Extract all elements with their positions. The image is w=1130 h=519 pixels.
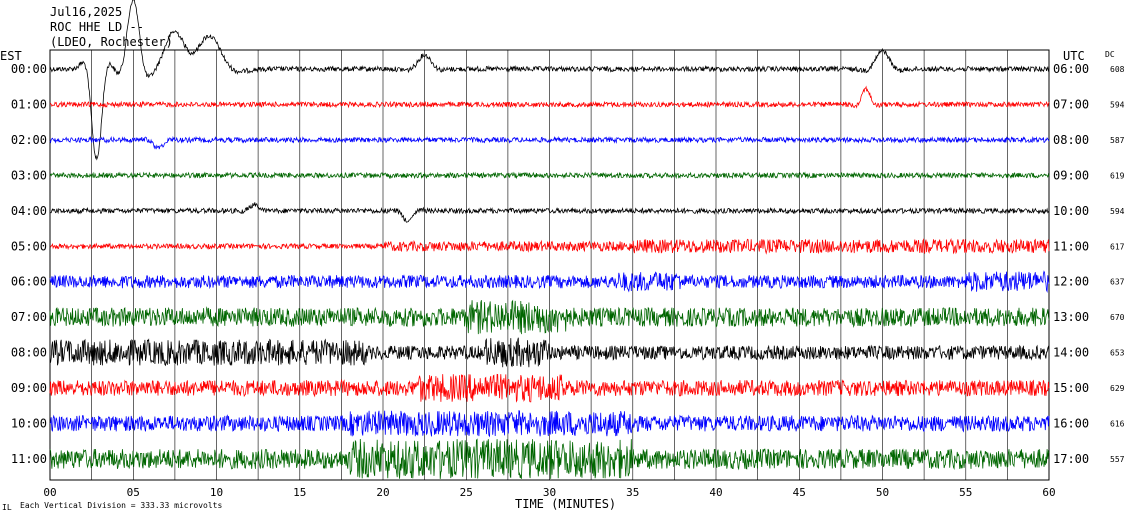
est-time-label: 00:00 bbox=[11, 62, 47, 76]
dc-value-label: 629 bbox=[1110, 384, 1125, 393]
dc-value-label: 557 bbox=[1110, 455, 1125, 464]
est-time-label: 05:00 bbox=[11, 239, 47, 253]
trace-line bbox=[49, 410, 1050, 438]
footer-mark: IL bbox=[2, 503, 12, 512]
est-time-label: 07:00 bbox=[11, 310, 47, 324]
est-time-label: 10:00 bbox=[11, 417, 47, 431]
x-tick-label: 35 bbox=[626, 486, 639, 499]
x-tick-label: 25 bbox=[460, 486, 473, 499]
x-tick-labels: 00 05 10 15 20 25 30 35 40 45 50 55 60 bbox=[43, 486, 1055, 499]
dc-value-label: 653 bbox=[1110, 349, 1125, 358]
trace-line bbox=[49, 85, 1050, 109]
trace-line bbox=[49, 337, 1050, 368]
dc-value-label: 608 bbox=[1110, 65, 1125, 74]
x-tick-label: 45 bbox=[793, 486, 806, 499]
date-label: Jul16,2025 bbox=[50, 5, 122, 19]
utc-time-label: 14:00 bbox=[1053, 346, 1089, 360]
station-label: ROC HHE LD -- bbox=[50, 20, 144, 34]
est-time-label: 11:00 bbox=[11, 452, 47, 466]
plot-frame bbox=[49, 49, 1050, 481]
plot-grid bbox=[91, 50, 1008, 480]
dc-value-label: 587 bbox=[1110, 136, 1125, 145]
x-tick-label: 30 bbox=[543, 486, 556, 499]
x-tick-label: 55 bbox=[959, 486, 972, 499]
trace-line bbox=[49, 0, 1050, 161]
x-axis-title: TIME (MINUTES) bbox=[515, 497, 616, 511]
est-time-label: 06:00 bbox=[11, 275, 47, 289]
trace-group bbox=[49, 0, 1050, 479]
dc-value-label: 616 bbox=[1110, 420, 1125, 429]
trace-line bbox=[49, 237, 1050, 255]
x-tick-label: 40 bbox=[709, 486, 722, 499]
trace-line bbox=[49, 373, 1050, 403]
dc-value-label: 619 bbox=[1110, 171, 1125, 180]
est-time-label: 03:00 bbox=[11, 168, 47, 182]
utc-axis-label: UTC bbox=[1063, 49, 1085, 63]
utc-time-label: 12:00 bbox=[1053, 275, 1089, 289]
utc-time-label: 06:00 bbox=[1053, 62, 1089, 76]
est-time-label: 02:00 bbox=[11, 133, 47, 147]
est-time-label: 01:00 bbox=[11, 98, 47, 112]
x-tick-label: 15 bbox=[293, 486, 306, 499]
trace-line bbox=[49, 438, 1050, 479]
trace-line bbox=[49, 202, 1050, 223]
scale-note: Each Vertical Division = 333.33 microvol… bbox=[20, 501, 222, 510]
x-tick-label: 60 bbox=[1042, 486, 1055, 499]
dc-value-label: 594 bbox=[1110, 101, 1125, 110]
x-tick-label: 20 bbox=[376, 486, 389, 499]
x-tick-label: 50 bbox=[876, 486, 889, 499]
x-tick-label: 00 bbox=[43, 486, 56, 499]
trace-line bbox=[49, 299, 1050, 335]
utc-time-label: 11:00 bbox=[1053, 239, 1089, 253]
est-time-label: 04:00 bbox=[11, 204, 47, 218]
est-time-label: 08:00 bbox=[11, 346, 47, 360]
row-labels: 00:00 06:00 608 01:00 07:00 594 02:00 08:00 587 0… bbox=[11, 62, 1125, 466]
dc-header-label: DC bbox=[1105, 50, 1115, 59]
dc-value-label: 617 bbox=[1110, 242, 1125, 251]
utc-time-label: 15:00 bbox=[1053, 381, 1089, 395]
dc-value-label: 670 bbox=[1110, 313, 1125, 322]
x-tick-label: 05 bbox=[127, 486, 140, 499]
utc-time-label: 09:00 bbox=[1053, 168, 1089, 182]
trace-line bbox=[49, 135, 1050, 150]
dc-value-label: 594 bbox=[1110, 207, 1125, 216]
est-axis-label: EST bbox=[0, 49, 22, 63]
trace-line bbox=[49, 171, 1050, 180]
utc-time-label: 08:00 bbox=[1053, 133, 1089, 147]
dc-value-label: 637 bbox=[1110, 278, 1125, 287]
network-label: (LDEO, Rochester) bbox=[50, 35, 173, 49]
utc-time-label: 16:00 bbox=[1053, 417, 1089, 431]
x-tick-label: 10 bbox=[210, 486, 223, 499]
est-time-label: 09:00 bbox=[11, 381, 47, 395]
utc-time-label: 13:00 bbox=[1053, 310, 1089, 324]
utc-time-label: 17:00 bbox=[1053, 452, 1089, 466]
utc-time-label: 10:00 bbox=[1053, 204, 1089, 218]
trace-line bbox=[49, 270, 1050, 293]
utc-time-label: 07:00 bbox=[1053, 98, 1089, 112]
